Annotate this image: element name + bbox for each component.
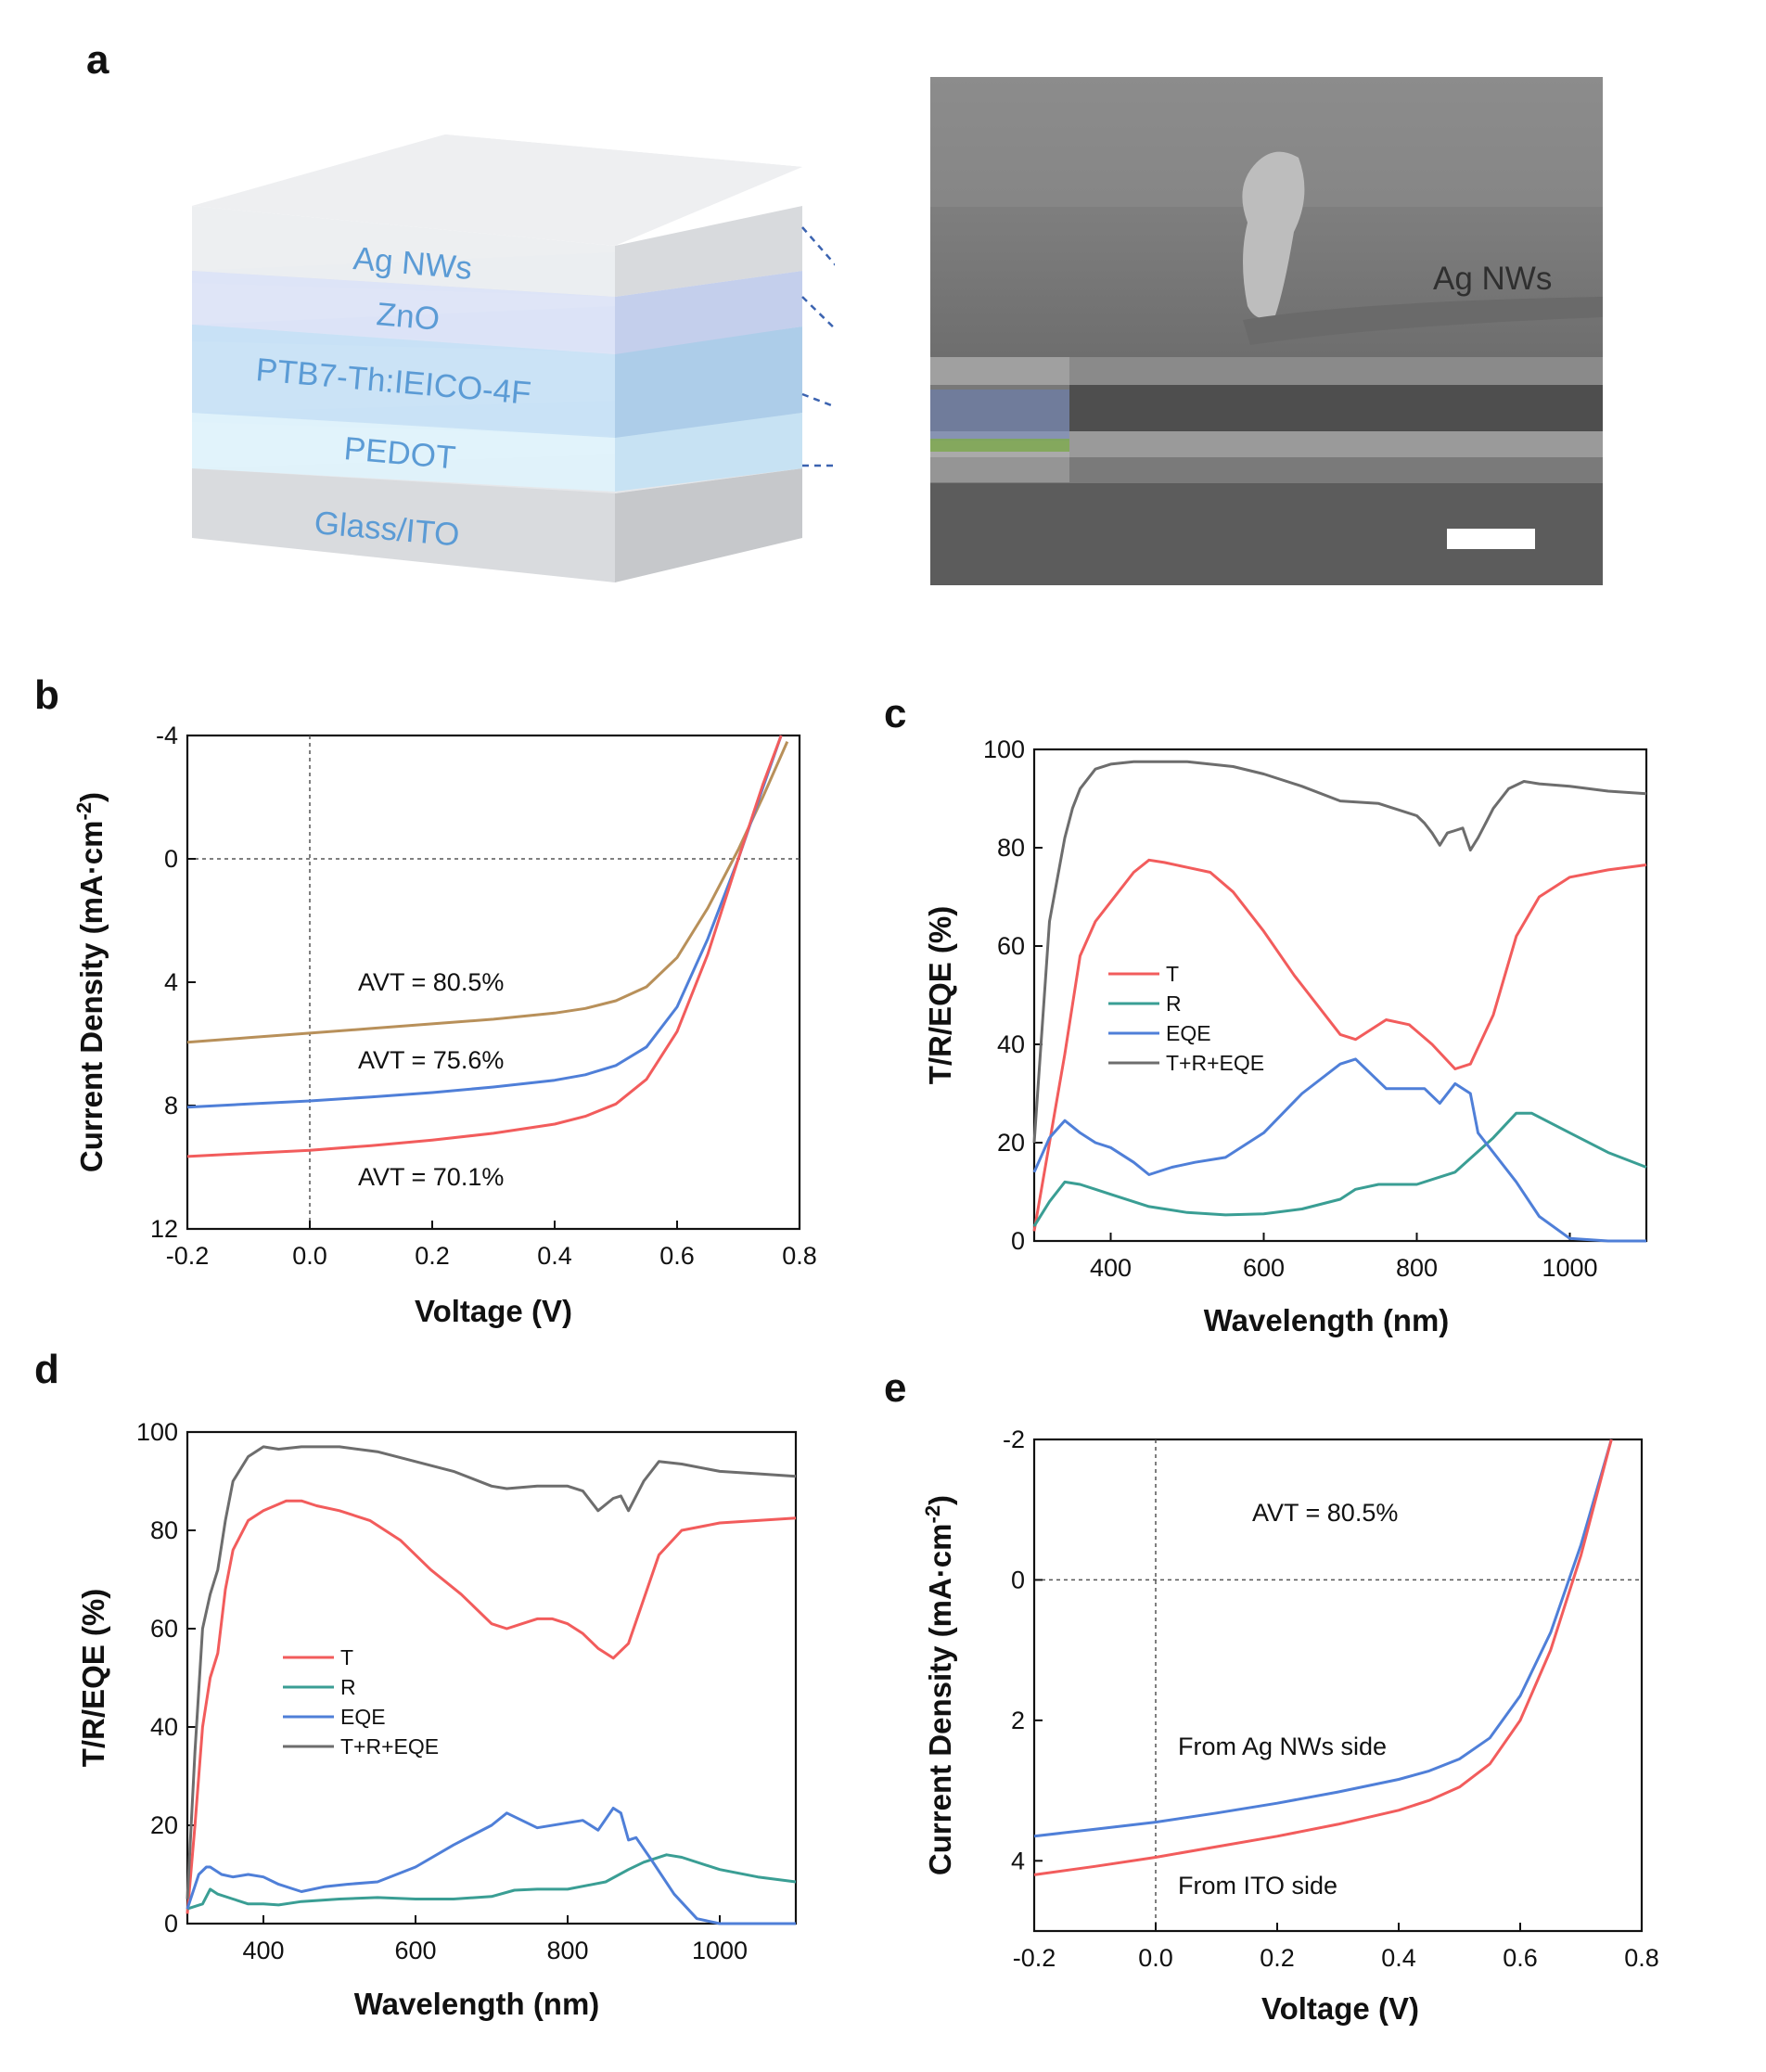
- panel-label-d: d: [34, 1347, 59, 1392]
- legend-entry: R: [1166, 991, 1182, 1016]
- x-axis-label: Wavelength (nm): [1204, 1303, 1450, 1337]
- y-axis-label: Current Density (mA·cm-2): [72, 792, 109, 1172]
- legend-entry: EQE: [340, 1705, 386, 1729]
- plot-frame: [186, 1430, 798, 1925]
- y-tick-label: 20: [997, 1129, 1025, 1157]
- scale-bar: [1447, 529, 1535, 549]
- y-tick-label: 0: [1011, 1566, 1025, 1593]
- x-tick-label: 600: [1243, 1254, 1285, 1282]
- y-tick-label: 100: [983, 735, 1025, 763]
- x-tick-label: 0.4: [537, 1242, 572, 1270]
- x-tick-label: 1000: [692, 1937, 748, 1964]
- annotation: AVT = 75.6%: [358, 1046, 504, 1074]
- legend-entry: T+R+EQE: [340, 1734, 439, 1759]
- y-tick-label: 0: [164, 845, 178, 873]
- legend-entry: R: [340, 1675, 356, 1699]
- panel-label-c: c: [884, 691, 907, 736]
- y-tick-label: 60: [997, 932, 1025, 960]
- y-axis-label: T/R/EQE (%): [76, 1589, 110, 1768]
- y-tick-label: 0: [164, 1910, 178, 1938]
- panel-label-e: e: [884, 1365, 907, 1411]
- sem-label-ag-nws: Ag NWs: [1433, 261, 1552, 297]
- plot-frame: [1032, 748, 1648, 1243]
- legend-entry: EQE: [1166, 1021, 1211, 1045]
- sem-cross-section-image: Ag NWs: [930, 77, 1603, 585]
- y-tick-label: 2: [1011, 1707, 1025, 1734]
- y-tick-label: 4: [164, 968, 178, 996]
- y-axis-label: T/R/EQE (%): [923, 906, 957, 1085]
- annotation: AVT = 80.5%: [358, 968, 504, 996]
- series-line-r: [186, 1853, 797, 1911]
- panel-label-a: a: [86, 37, 109, 83]
- y-tick-label: -2: [1003, 1426, 1025, 1453]
- annotation: From Ag NWs side: [1178, 1733, 1387, 1760]
- x-tick-label: 0.0: [292, 1242, 327, 1270]
- y-tick-label: 60: [150, 1615, 178, 1643]
- x-tick-label: 800: [1396, 1254, 1438, 1282]
- x-tick-label: 400: [1090, 1254, 1132, 1282]
- y-tick-label: 40: [150, 1713, 178, 1741]
- x-tick-label: 0.8: [1624, 1944, 1659, 1972]
- legend-entry: T: [1166, 962, 1179, 986]
- series-line-from-ito-side: [1033, 1439, 1613, 1876]
- legend-entry: T+R+EQE: [1166, 1051, 1264, 1075]
- series-line-from-ag-nws-side: [1033, 1439, 1613, 1838]
- x-tick-label: 0.6: [1503, 1944, 1538, 1972]
- x-tick-label: 0.2: [415, 1242, 450, 1270]
- y-tick-label: 80: [997, 834, 1025, 862]
- y-tick-label: 12: [150, 1215, 178, 1243]
- y-tick-label: 40: [997, 1030, 1025, 1058]
- x-tick-label: 0.2: [1260, 1944, 1295, 1972]
- x-tick-label: 400: [242, 1937, 284, 1964]
- y-tick-label: 80: [150, 1516, 178, 1544]
- x-tick-label: 0.4: [1381, 1944, 1416, 1972]
- x-axis-label: Voltage (V): [1261, 1991, 1419, 2026]
- x-tick-label: 0.8: [782, 1242, 817, 1270]
- series-line-eqe: [186, 1807, 796, 1925]
- x-tick-label: 0.6: [659, 1242, 695, 1270]
- y-tick-label: 0: [1011, 1227, 1025, 1255]
- series-line-r: [1032, 1111, 1647, 1227]
- panel-label-b: b: [34, 672, 59, 718]
- x-tick-label: 1000: [1542, 1254, 1597, 1282]
- device-stack-schematic: Ag NWs ZnO PTB7-Th:IEICO-4F PEDOT Glass/…: [192, 134, 835, 582]
- y-axis-label: Current Density (mA·cm-2): [921, 1495, 957, 1875]
- connector-line: [801, 296, 835, 330]
- x-tick-label: 800: [546, 1937, 588, 1964]
- series-line-t-r-eqe: [186, 1445, 797, 1899]
- x-tick-label: -0.2: [166, 1242, 210, 1270]
- x-axis-label: Voltage (V): [415, 1294, 572, 1328]
- y-tick-label: 8: [164, 1092, 178, 1119]
- layer-label-zno: ZnO: [375, 296, 441, 338]
- annotation: From ITO side: [1178, 1872, 1337, 1899]
- annotation: AVT = 80.5%: [1252, 1499, 1398, 1527]
- series-line-0: [186, 740, 789, 1044]
- y-tick-label: -4: [156, 722, 178, 749]
- series-line-t: [1032, 858, 1647, 1232]
- series-line-eqe: [1032, 1057, 1646, 1243]
- series-line-t-r-eqe: [1032, 760, 1647, 1144]
- x-tick-label: 0.0: [1138, 1944, 1173, 1972]
- x-tick-label: 600: [394, 1937, 436, 1964]
- plot-frame: [1032, 1438, 1644, 1933]
- annotation: AVT = 70.1%: [358, 1163, 504, 1191]
- y-tick-label: 100: [136, 1418, 178, 1446]
- legend-entry: T: [340, 1645, 353, 1669]
- y-tick-label: 4: [1011, 1847, 1025, 1874]
- series-line-1: [186, 735, 783, 1109]
- series-line-t: [186, 1499, 797, 1914]
- series-line-2: [186, 735, 783, 1158]
- y-tick-label: 20: [150, 1811, 178, 1839]
- x-axis-label: Wavelength (nm): [354, 1987, 600, 2021]
- x-tick-label: -0.2: [1013, 1944, 1056, 1972]
